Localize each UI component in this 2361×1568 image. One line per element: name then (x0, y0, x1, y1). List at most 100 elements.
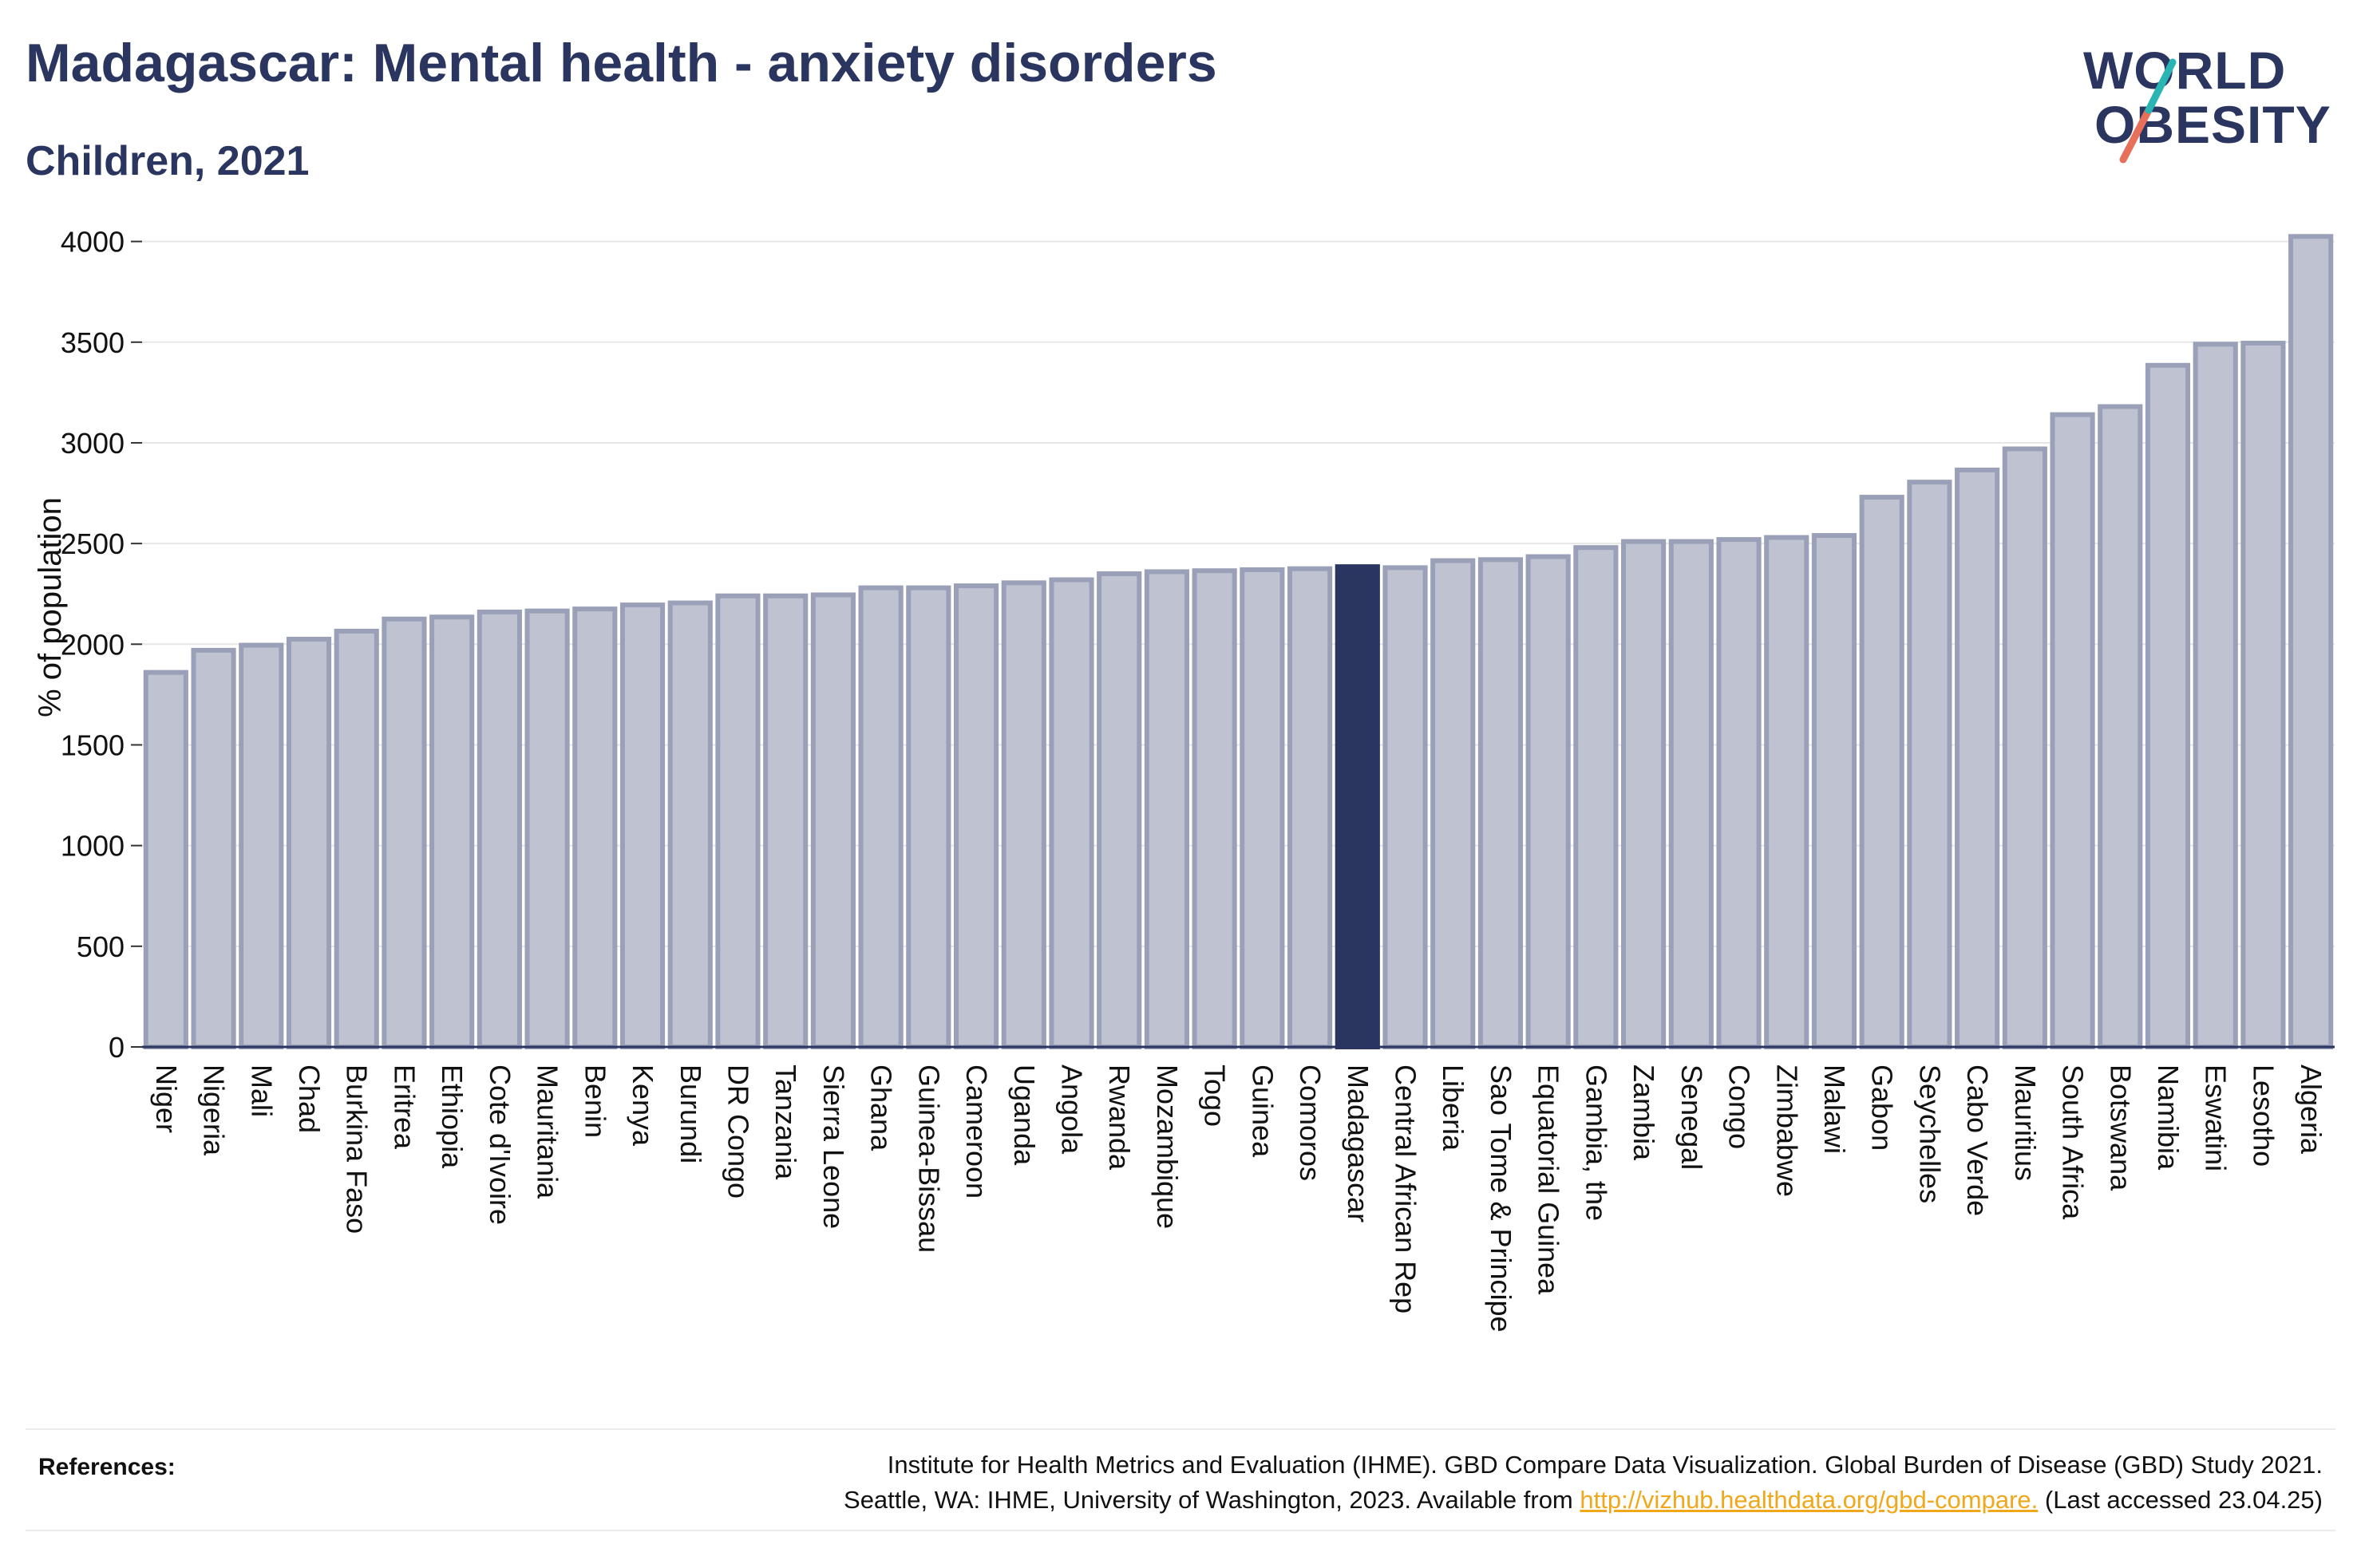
y-tick-label: 4000 (61, 226, 125, 259)
reference-line-2-start: Seattle, WA: IHME, University of Washing… (844, 1486, 1573, 1514)
x-tick-label: Zimbabwe (1770, 1064, 1803, 1197)
x-tick-label: Burkina Faso (341, 1064, 374, 1234)
bar-33 (1716, 537, 1762, 1049)
x-tick-label: Algeria (2295, 1064, 2327, 1155)
x-tick-label: Lesotho (2247, 1064, 2280, 1167)
bar-11 (667, 600, 713, 1049)
logo-slash-icon (2119, 58, 2177, 164)
x-tick-label: Mauritania (532, 1064, 564, 1199)
bar-30 (1573, 545, 1619, 1049)
bar-39 (2002, 446, 2047, 1049)
world-obesity-logo: WORLD OBESITY (2083, 32, 2347, 176)
references-text: Institute for Health Metrics and Evaluat… (844, 1448, 2323, 1518)
x-tick-label: Ghana (865, 1064, 898, 1151)
bar-16 (906, 585, 951, 1049)
x-tick-label: Equatorial Guinea (1532, 1064, 1565, 1295)
bar-12 (715, 593, 761, 1049)
bar-43 (2193, 342, 2238, 1049)
bar-2 (239, 642, 284, 1049)
x-tick-label: Eswatini (2200, 1064, 2232, 1171)
x-tick-label: Namibia (2152, 1064, 2185, 1171)
x-tick-label: Niger (150, 1064, 183, 1133)
bar-26 (1382, 565, 1428, 1049)
x-tick-label: Kenya (627, 1064, 659, 1147)
x-tick-label: Seychelles (1913, 1064, 1946, 1203)
reference-line-2-end: (Last accessed 23.04.25) (2044, 1486, 2323, 1514)
x-tick-label: Nigeria (198, 1064, 231, 1156)
bar-14 (810, 592, 856, 1049)
x-tick-label: Guinea-Bissau (912, 1064, 945, 1253)
x-tick-label: Rwanda (1103, 1064, 1136, 1171)
x-tick-label: Madagascar (1342, 1064, 1374, 1222)
bar-5 (382, 616, 427, 1049)
bar-37 (1907, 480, 1952, 1049)
x-tick-label: Ethiopia (436, 1064, 469, 1169)
x-tick-label: Cameroon (960, 1064, 993, 1199)
x-tick-label: Central African Rep (1390, 1064, 1422, 1313)
bar-31 (1621, 539, 1667, 1049)
y-tick-label: 1500 (61, 729, 125, 761)
y-tick-label: 500 (77, 930, 125, 963)
x-tick-label: Mali (245, 1064, 278, 1117)
bar-7 (477, 609, 522, 1049)
x-tick-label: Chad (293, 1064, 326, 1133)
bar-1 (191, 647, 236, 1050)
bar-35 (1811, 533, 1857, 1049)
x-tick-label: Uganda (1008, 1064, 1041, 1166)
bar-22 (1192, 568, 1237, 1049)
reference-line-1: Institute for Health Metrics and Evaluat… (887, 1451, 2323, 1479)
y-tick-label: 3000 (61, 427, 125, 460)
bar-44 (2240, 341, 2286, 1049)
bar-32 (1668, 539, 1714, 1049)
bar-29 (1525, 554, 1571, 1049)
bar-15 (858, 585, 904, 1049)
x-tick-label: Sao Tome & Principe (1485, 1064, 1517, 1333)
x-tick-label: Comoros (1294, 1064, 1327, 1181)
reference-line-2: Seattle, WA: IHME, University of Washing… (844, 1483, 2323, 1518)
x-tick-label: Burundi (674, 1064, 707, 1163)
x-tick-label: Botswana (2104, 1064, 2137, 1191)
bar-10 (619, 602, 666, 1049)
x-tick-label: Tanzania (769, 1064, 802, 1180)
bar-4 (334, 628, 379, 1049)
bar-17 (953, 583, 999, 1049)
bar-9 (572, 606, 618, 1049)
x-tick-label: Sierra Leone (817, 1064, 850, 1229)
x-tick-label: Congo (1723, 1064, 1756, 1149)
x-tick-label: Senegal (1675, 1064, 1708, 1170)
bar-0 (143, 669, 188, 1049)
bar-23 (1240, 567, 1285, 1049)
y-tick-label: 2500 (61, 527, 125, 560)
x-tick-label: Liberia (1437, 1064, 1469, 1151)
bar-20 (1097, 571, 1142, 1049)
x-tick-label: Cabo Verde (1961, 1064, 1994, 1216)
x-tick-label: Cote d'Ivoire (484, 1064, 516, 1225)
references-label: References: (38, 1454, 176, 1480)
x-tick-label: Malawi (1818, 1064, 1851, 1154)
bar-28 (1477, 557, 1524, 1049)
bar-24 (1287, 566, 1333, 1049)
x-tick-label: Guinea (1246, 1064, 1279, 1158)
y-tick-label: 3500 (61, 326, 125, 359)
logo-word-1: WORLD (2083, 41, 2287, 100)
y-axis-title: % of population (33, 497, 68, 717)
bar-21 (1144, 569, 1190, 1049)
reference-link[interactable]: http://vizhub.healthdata.org/gbd-compare… (1580, 1486, 2039, 1514)
bar-42 (2145, 362, 2191, 1049)
y-tick-label: 0 (109, 1031, 125, 1064)
x-tick-label: South Africa (2057, 1064, 2090, 1220)
bar-19 (1049, 577, 1094, 1049)
bar-36 (1859, 495, 1904, 1049)
references-box: References: Institute for Health Metrics… (26, 1428, 2335, 1531)
bar-34 (1764, 535, 1809, 1049)
y-tick-label: 1000 (61, 830, 125, 863)
bar-41 (2098, 404, 2143, 1050)
bar-13 (763, 593, 809, 1049)
bar-25 (1335, 564, 1380, 1049)
bar-8 (524, 608, 570, 1049)
bar-27 (1430, 558, 1476, 1049)
chart-title: Madagascar: Mental health - anxiety diso… (26, 33, 1217, 93)
x-tick-label: Gabon (1866, 1064, 1899, 1151)
x-tick-label: Mozambique (1151, 1064, 1184, 1229)
